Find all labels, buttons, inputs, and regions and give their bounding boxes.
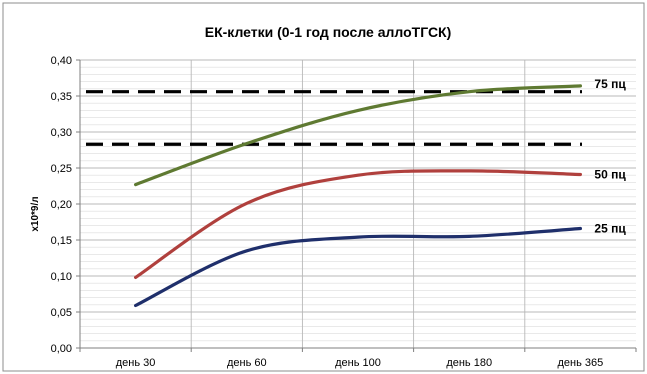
series-label: 50 пц [594,167,626,181]
y-tick-label: 0,40 [51,55,72,67]
y-tick-label: 0,10 [51,271,72,283]
series-label: 25 пц [594,221,626,235]
y-tick-label: 0,20 [51,199,72,211]
data-point [468,169,471,173]
data-point [134,304,137,307]
data-point [356,174,360,177]
data-point [579,173,582,176]
y-tick-label: 0,05 [51,307,72,319]
data-point [245,249,248,252]
data-point [579,84,582,88]
y-axis-label: x10*9/л [30,196,41,231]
data-point [468,90,471,93]
chart-title: ЕК-клетки (0-1 год после аллоТГСК) [205,24,452,40]
y-tick-label: 0,25 [51,163,72,175]
y-tick-label: 0,15 [51,235,72,247]
data-point [245,142,248,145]
data-point [245,202,248,205]
series-labels: 25 пц 50 пц 75 пц [594,77,626,236]
axis-layer: 0,00 0,05 0,10 0,15 0,20 0,25 0,30 0,35 0,40 день… [51,55,637,369]
series-label: 75 пц [594,77,626,91]
x-tick-label: день 365 [558,357,604,369]
data-point [356,235,360,239]
reference-lines [86,90,582,146]
data-point [468,235,471,238]
x-tick-label: день 60 [227,357,267,369]
x-tick-label: день 180 [446,357,492,369]
data-point [134,276,137,279]
y-tick-label: 0,30 [51,127,72,139]
series-layer [134,84,582,308]
data-point [356,109,360,112]
x-tick-label: день 100 [335,357,381,369]
grid-layer [80,59,636,348]
y-tick-label: 0,00 [51,343,72,355]
y-tick-label: 0,35 [51,91,72,103]
x-tick-label: день 30 [116,357,156,369]
data-point [134,183,137,186]
data-point [579,227,582,230]
